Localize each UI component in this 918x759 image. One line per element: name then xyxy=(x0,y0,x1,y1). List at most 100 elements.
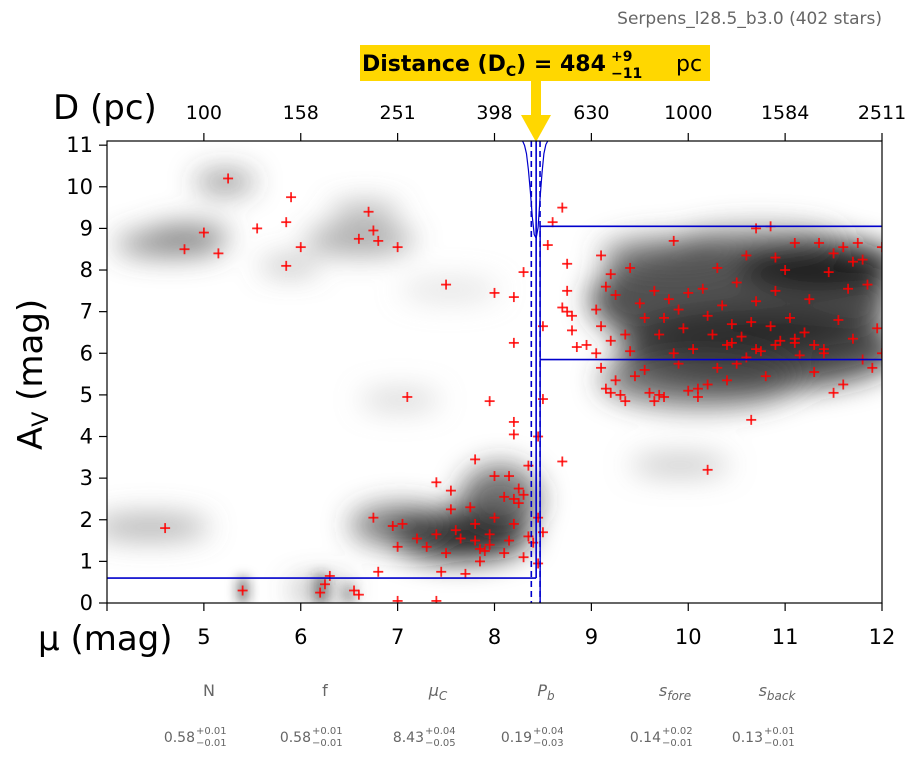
star-marker xyxy=(479,545,490,556)
plot-area xyxy=(107,141,882,603)
star-marker xyxy=(518,267,529,278)
star-marker xyxy=(431,595,442,603)
parameter-plus-error: +0.01 xyxy=(196,726,227,737)
distance-arrow-head xyxy=(521,115,551,142)
star-marker xyxy=(508,292,519,303)
star-marker xyxy=(581,339,592,350)
star-marker xyxy=(833,314,844,325)
star-marker xyxy=(838,242,849,253)
star-marker xyxy=(484,396,495,407)
parameter-minus-error: −0.05 xyxy=(425,738,456,749)
top-distance-axis: 100 158 251 398 630 1000 1584 2511 xyxy=(186,102,906,141)
star-marker xyxy=(315,587,326,598)
star-marker xyxy=(470,535,481,546)
y-tick-label: 8 xyxy=(80,258,93,282)
star-marker xyxy=(571,342,582,353)
star-marker xyxy=(799,327,810,338)
x-axis: 5 6 7 8 9 10 11 12 xyxy=(106,603,896,649)
star-marker xyxy=(392,595,403,603)
y-axis: 0 1 2 3 4 5 6 7 8 9 10 11 xyxy=(66,133,107,615)
star-marker xyxy=(547,217,558,228)
x-tick-label: 6 xyxy=(294,625,307,649)
star-marker xyxy=(605,269,616,280)
star-marker xyxy=(610,375,621,386)
star-marker xyxy=(731,277,742,288)
parameter-name: f xyxy=(322,681,328,700)
star-marker xyxy=(683,287,694,298)
top-axis-title: D (pc) xyxy=(53,88,157,128)
star-marker xyxy=(508,518,519,529)
star-marker xyxy=(567,325,577,336)
star-marker xyxy=(533,558,544,569)
x-tick-label: 12 xyxy=(869,625,896,649)
star-marker xyxy=(489,512,500,523)
star-marker xyxy=(213,248,224,259)
star-marker xyxy=(722,375,732,386)
parameter-value: 0.58 xyxy=(280,730,311,746)
top-tick-label: 1584 xyxy=(761,102,809,124)
parameter-minus-error: −0.01 xyxy=(764,738,795,749)
distance-label: Distance (DC) = 484 xyxy=(362,52,606,80)
field-title: Serpens_l28.5_b3.0 (402 stars) xyxy=(617,9,882,29)
star-marker xyxy=(605,387,616,398)
star-marker xyxy=(533,431,544,442)
star-marker xyxy=(436,566,447,577)
star-marker xyxy=(392,541,403,552)
star-marker xyxy=(794,350,805,361)
star-marker xyxy=(828,387,839,398)
x-axis-title: μ (mag) xyxy=(38,619,173,659)
parameter-value: 8.43 xyxy=(393,730,424,746)
top-tick-label: 158 xyxy=(283,102,319,124)
star-marker xyxy=(445,504,456,515)
star-marker xyxy=(431,477,442,488)
star-marker xyxy=(746,414,757,425)
star-marker xyxy=(237,585,248,596)
top-tick-label: 100 xyxy=(186,102,222,124)
star-marker xyxy=(804,294,815,305)
star-marker xyxy=(654,389,665,400)
star-marker xyxy=(421,541,432,552)
star-marker xyxy=(678,323,689,334)
top-tick-label: 630 xyxy=(573,102,609,124)
star-marker xyxy=(567,310,577,321)
star-marker xyxy=(784,312,795,323)
star-marker xyxy=(387,521,398,531)
star-marker xyxy=(281,217,292,228)
star-marker xyxy=(673,304,684,315)
star-marker xyxy=(620,329,631,340)
top-tick-label: 398 xyxy=(476,102,512,124)
star-marker xyxy=(877,348,882,359)
star-marker xyxy=(688,344,699,355)
star-marker xyxy=(702,464,713,475)
y-tick-label: 6 xyxy=(80,341,93,365)
star-marker xyxy=(596,362,607,373)
y-tick-label: 5 xyxy=(80,383,93,407)
star-marker xyxy=(726,319,737,330)
star-marker xyxy=(838,379,849,390)
star-marker xyxy=(508,429,519,440)
star-marker xyxy=(639,364,650,375)
distance-arrow-shaft xyxy=(531,81,541,117)
star-marker xyxy=(789,237,800,248)
parameter-name: sfore xyxy=(659,681,691,703)
parameter-0: N 0.58 +0.01−0.01 xyxy=(164,681,227,749)
star-marker xyxy=(324,570,335,581)
star-marker xyxy=(862,279,873,290)
star-marker xyxy=(780,265,791,276)
y-axis-title: AV (mag) xyxy=(11,299,54,450)
star-marker xyxy=(499,548,510,559)
parameter-value: 0.14 xyxy=(630,730,661,746)
distance-banner-background xyxy=(360,45,710,81)
star-marker xyxy=(847,256,858,267)
star-marker xyxy=(392,242,403,253)
parameter-1: f 0.58 +0.01−0.01 xyxy=(280,681,343,749)
star-marker xyxy=(596,321,607,332)
star-marker xyxy=(751,296,762,307)
star-marker xyxy=(252,223,263,234)
parameter-2: μC 8.43 +0.04−0.05 xyxy=(393,681,456,749)
star-marker xyxy=(673,358,684,369)
star-marker xyxy=(683,385,694,396)
top-tick-label: 2511 xyxy=(858,102,906,124)
parameter-summary: N0.58 +0.01−0.01 f 0.58 +0.01 −0.01 μC8.43 +0.0… xyxy=(164,681,797,749)
star-marker xyxy=(867,362,878,373)
